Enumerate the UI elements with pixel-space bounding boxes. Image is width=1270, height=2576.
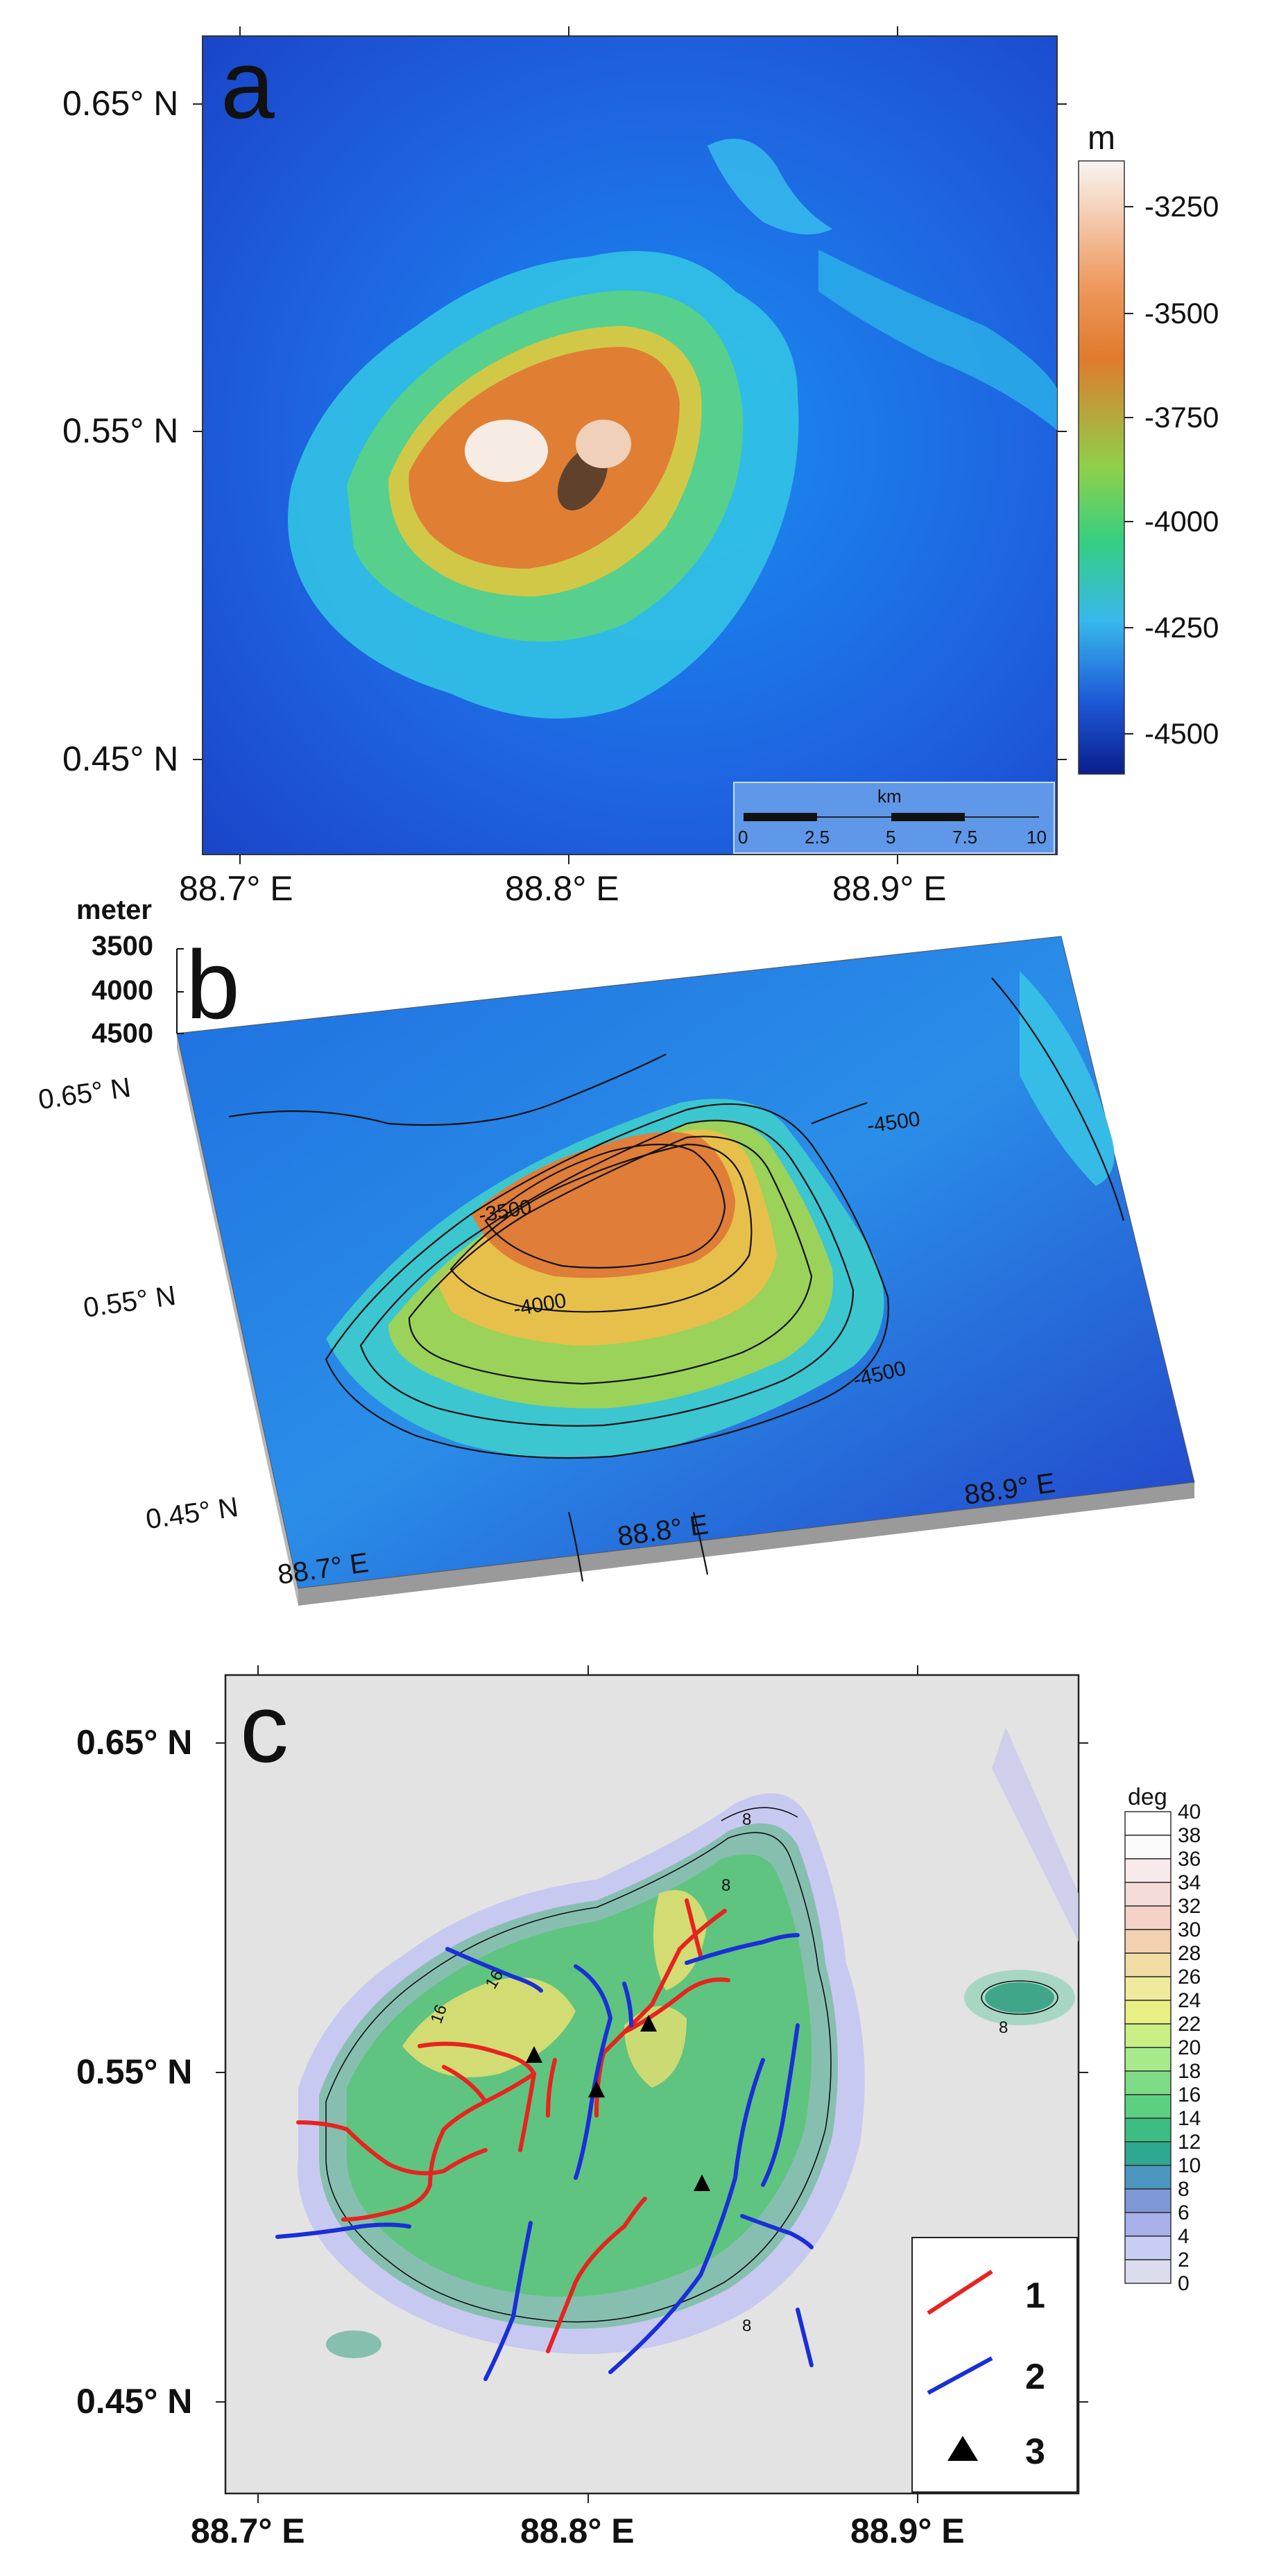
panel-c-legend-label-2: 2 (1025, 2357, 1045, 2397)
panel-c-legend (911, 2237, 1078, 2493)
panel-c-contour-label-4: 8 (999, 2018, 1009, 2037)
panel-a-colorbar-tick-1: -3500 (1144, 297, 1219, 329)
panel-c-colorbar-tick: 14 (1178, 2107, 1201, 2130)
panel-c-svg (216, 1665, 1172, 2503)
panel-c-colorbar-tick: 16 (1178, 2084, 1201, 2106)
legend-blue-line (927, 2356, 993, 2395)
panel-c-lon-tick-0: 88.7° E (191, 2511, 305, 2550)
panel-c-colorbar-tick: 32 (1178, 1895, 1201, 1918)
panel-c-legend-label-1: 1 (1025, 2276, 1045, 2316)
panel-c-lon-tick-1: 88.8° E (520, 2511, 635, 2550)
panel-a-colorbar-tick-2: -3750 (1144, 401, 1219, 433)
panel-a-scalebar-tick-0: 0 (738, 827, 748, 848)
panel-c-colorbar-tick: 12 (1178, 2131, 1201, 2154)
panel-a-colorbar (1078, 160, 1125, 775)
panel-c-colorbar-tick: 18 (1178, 2060, 1201, 2083)
panel-c-colorbar-tick: 28 (1178, 1942, 1201, 1965)
panel-c-legend-label-3: 3 (1025, 2432, 1045, 2472)
panel-c-colorbar (1124, 1811, 1172, 2284)
panel-a-scalebar-unit: km (877, 786, 902, 807)
panel-a-colorbar-tick-0: -3250 (1144, 190, 1219, 223)
panel-a-scalebar-tick-3: 7.5 (952, 827, 978, 848)
panel-c-colorbar-tick: 30 (1178, 1918, 1201, 1941)
panel-b-vertical-tick-1: 4000 (92, 975, 153, 1006)
panel-c-colorbar-tick: 22 (1178, 2013, 1201, 2036)
panel-c-lon-tick-2: 88.9° E (850, 2511, 965, 2550)
panel-a-scalebar-tick-1: 2.5 (805, 827, 830, 848)
panel-a-colorbar-tick-5: -4500 (1144, 717, 1219, 750)
panel-c-colorbar-tick: 26 (1178, 1966, 1201, 1989)
panel-a-lon-tick-1: 88.8° E (505, 869, 619, 908)
panel-c-colorbar-tick: 10 (1178, 2154, 1201, 2177)
panel-b-vertical-tick-2: 4500 (92, 1018, 153, 1049)
panel-a: a 0.65° N 0.55° N 0.45° N 88.7° E 88.8° … (0, 0, 1270, 908)
panel-c-colorbar-tick: 24 (1178, 1989, 1201, 2012)
panel-c-colorbar-tick: 8 (1178, 2178, 1190, 2201)
panel-a-lon-tick-2: 88.9° E (832, 869, 947, 908)
panel-a-lat-tick-0: 0.65° N (62, 84, 179, 123)
panel-b-vertical-axis-title: meter (76, 895, 152, 925)
panel-c-colorbar-tick: 4 (1178, 2225, 1190, 2248)
panel-a-svg (193, 26, 1133, 864)
panel-c-colorbar-tick: 36 (1178, 1848, 1201, 1871)
legend-red-line (927, 2269, 993, 2315)
panel-c-colorbar-tick: 6 (1178, 2201, 1190, 2224)
panel-a-scalebar-tick-2: 5 (886, 827, 896, 848)
panel-a-lat-tick-1: 0.55° N (62, 411, 179, 450)
panel-a-letter: a (221, 30, 275, 139)
panel-a-scalebar-tick-4: 10 (1027, 827, 1047, 848)
panel-c-contour-label-0: 8 (742, 1810, 752, 1829)
panel-c-letter: c (240, 1674, 289, 1783)
panel-a-colorbar-tick-4: -4250 (1144, 611, 1219, 644)
panel-a-lat-tick-2: 0.45° N (62, 739, 179, 778)
panel-c-colorbar-tick: 38 (1178, 1824, 1201, 1847)
panel-c-colorbar-tick: 40 (1178, 1801, 1201, 1823)
panel-c-colorbar-tick: 20 (1178, 2036, 1201, 2059)
panel-b-svg (176, 936, 1195, 1606)
panel-c-colorbar-tick: 2 (1178, 2249, 1190, 2272)
panel-c: c 0.65° N 0.55° N 0.45° N 88.7° E 88.8° … (0, 1630, 1270, 2576)
panel-a-lon-tick-0: 88.7° E (179, 869, 293, 908)
legend-triangle (947, 2436, 978, 2461)
panel-c-contour-label-5: 8 (742, 2317, 752, 2335)
panel-c-lat-tick-1: 0.55° N (76, 2052, 193, 2091)
panel-c-contour-label-3: 8 (721, 1876, 731, 1895)
panel-b: b meter 3500 4000 4500 0.65° N 0.55° N 0… (0, 895, 1270, 1630)
panel-c-colorbar-tick: 0 (1178, 2272, 1190, 2295)
panel-c-colorbar-tick: 34 (1178, 1871, 1201, 1894)
panel-c-lat-tick-0: 0.65° N (76, 1723, 193, 1762)
panel-b-letter: b (186, 930, 240, 1039)
panel-b-vertical-tick-0: 3500 (92, 931, 153, 961)
panel-a-colorbar-tick-3: -4000 (1144, 505, 1219, 538)
panel-a-colorbar-unit: m (1088, 120, 1115, 157)
panel-c-lat-tick-2: 0.45° N (76, 2382, 193, 2421)
panel-c-colorbar-unit: deg (1128, 1784, 1167, 1810)
